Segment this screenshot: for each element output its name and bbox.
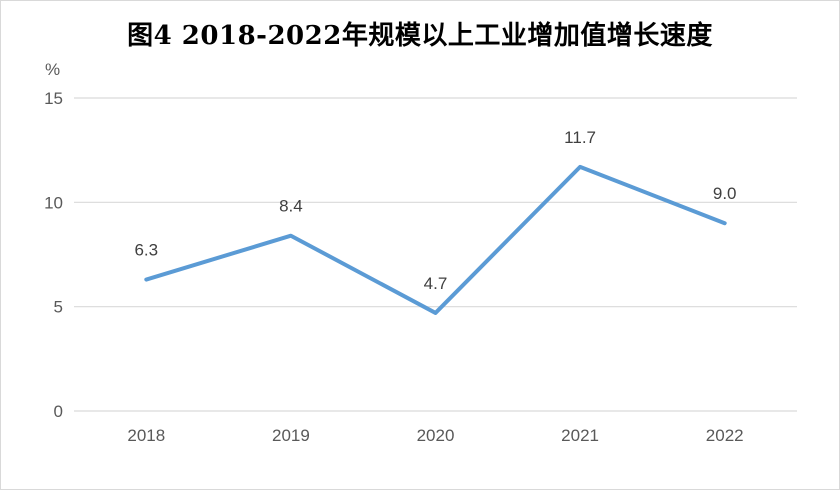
data-label: 9.0 bbox=[713, 184, 737, 203]
series-line bbox=[144, 164, 727, 315]
y-tick-label: 5 bbox=[54, 298, 63, 317]
data-label: 11.7 bbox=[564, 128, 596, 147]
y-tick-label: 15 bbox=[44, 89, 63, 108]
data-label: 8.4 bbox=[279, 197, 303, 216]
x-tick-label: 2020 bbox=[417, 426, 455, 445]
data-label: 4.7 bbox=[424, 274, 448, 293]
x-tick-label: 2018 bbox=[127, 426, 165, 445]
y-tick-label: 0 bbox=[54, 402, 63, 421]
x-tick-label: 2021 bbox=[561, 426, 599, 445]
x-tick-label: 2019 bbox=[272, 426, 310, 445]
chart-title: 图4 2018-2022年规模以上工业增加值增长速度 bbox=[127, 21, 713, 51]
data-label: 6.3 bbox=[134, 241, 158, 260]
y-unit-label: % bbox=[45, 60, 60, 79]
x-tick-label: 2022 bbox=[706, 426, 744, 445]
y-tick-label: 10 bbox=[44, 193, 63, 212]
